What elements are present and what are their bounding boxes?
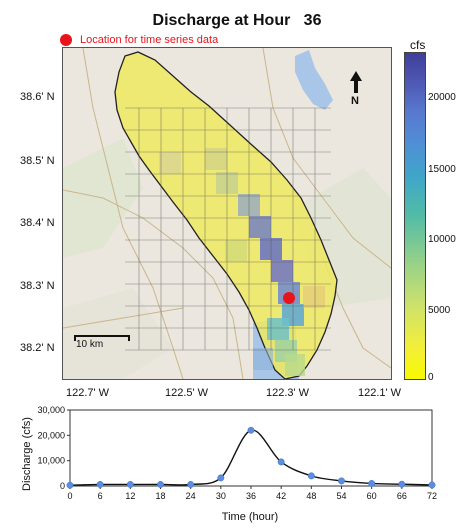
x-axis-label: Time (hour) <box>222 511 278 523</box>
grid-cell-mid <box>267 318 289 340</box>
discharge-point <box>368 480 376 487</box>
x-tick-label: 24 <box>186 491 196 501</box>
lat-label: 38.2' N <box>20 342 55 354</box>
lon-label: 122.5' W <box>165 387 209 399</box>
y-axis-label: Discharge (cfs) <box>21 417 33 491</box>
colorbar-tick: 10000 <box>428 234 456 245</box>
terrain-patch <box>63 288 173 379</box>
discharge-point <box>398 480 406 488</box>
discharge-series-line <box>69 429 433 486</box>
x-tick-label: 0 <box>67 491 72 501</box>
time-series-svg: Discharge (cfs) Time (hour) 0 10,000 20,00… <box>21 405 437 523</box>
discharge-point <box>307 472 315 480</box>
location-marker-icon <box>60 34 72 46</box>
discharge-point <box>96 481 104 488</box>
x-tick-label: 60 <box>367 491 377 501</box>
discharge-point <box>157 481 164 488</box>
x-tick-label: 12 <box>125 491 135 501</box>
legend: Location for time series data <box>60 33 218 47</box>
grid-cell-low <box>159 152 181 174</box>
lat-label: 38.3' N <box>20 280 55 292</box>
scale-bar <box>74 335 134 349</box>
time-series-location-marker[interactable] <box>283 292 295 304</box>
lon-label: 122.1' W <box>358 387 402 399</box>
y-tick-label: 30,000 <box>37 405 65 415</box>
colorbar-tick: 15000 <box>428 164 456 175</box>
discharge-point <box>126 481 134 488</box>
discharge-point <box>217 474 225 482</box>
grid-cell-low <box>225 240 247 262</box>
x-tick-label: 72 <box>427 491 437 501</box>
lon-label: 122.3' W <box>266 387 310 399</box>
x-tick-label: 36 <box>246 491 256 501</box>
y-tick-label: 0 <box>60 481 65 491</box>
time-series-chart: Discharge (cfs) Time (hour) 0 10,000 20,00… <box>0 396 474 527</box>
x-tick-label: 48 <box>306 491 316 501</box>
grid-cell-low <box>205 148 227 170</box>
map-title: Discharge at Hour 36 <box>152 12 322 29</box>
north-label: N <box>351 95 359 107</box>
discharge-point <box>428 481 436 489</box>
north-arrow-icon <box>350 71 362 93</box>
lat-label: 38.6' N <box>20 91 55 103</box>
x-tick-label: 42 <box>276 491 286 501</box>
y-tick-label: 10,000 <box>37 456 65 466</box>
colorbar-tick: 5000 <box>428 305 451 316</box>
scale-label: 10 km <box>76 339 104 350</box>
lon-label: 122.7' W <box>66 387 110 399</box>
x-tick-label: 18 <box>155 491 165 501</box>
colorbar-tick: 0 <box>428 372 434 383</box>
grid-lines <box>125 107 331 351</box>
colorbar <box>404 52 426 380</box>
map-canvas[interactable] <box>63 48 391 379</box>
lat-label: 38.5' N <box>20 155 55 167</box>
x-tick-label: 54 <box>336 491 346 501</box>
discharge-point <box>66 481 74 489</box>
lat-label: 38.4' N <box>20 217 55 229</box>
y-tick-label: 20,000 <box>37 430 65 440</box>
discharge-point <box>338 477 345 485</box>
x-tick-label: 30 <box>216 491 226 501</box>
lake-berryessa <box>295 50 333 110</box>
x-tick-label: 6 <box>98 491 103 501</box>
colorbar-tick: 20000 <box>428 92 456 103</box>
discharge-point <box>247 426 255 434</box>
grid-cell-mid <box>285 354 305 376</box>
grid-cell-low <box>253 348 273 370</box>
discharge-point <box>187 481 195 488</box>
grid-cell-high <box>271 260 293 282</box>
discharge-point <box>277 458 285 466</box>
legend-label: Location for time series data <box>80 34 219 46</box>
colorbar-unit: cfs <box>410 38 426 52</box>
plot-frame <box>69 409 433 487</box>
map-panel[interactable] <box>62 47 392 380</box>
north-arrow <box>345 69 367 109</box>
grid-cell-low <box>303 286 325 308</box>
grid-cell-high <box>249 216 271 238</box>
x-tick-label: 66 <box>397 491 407 501</box>
